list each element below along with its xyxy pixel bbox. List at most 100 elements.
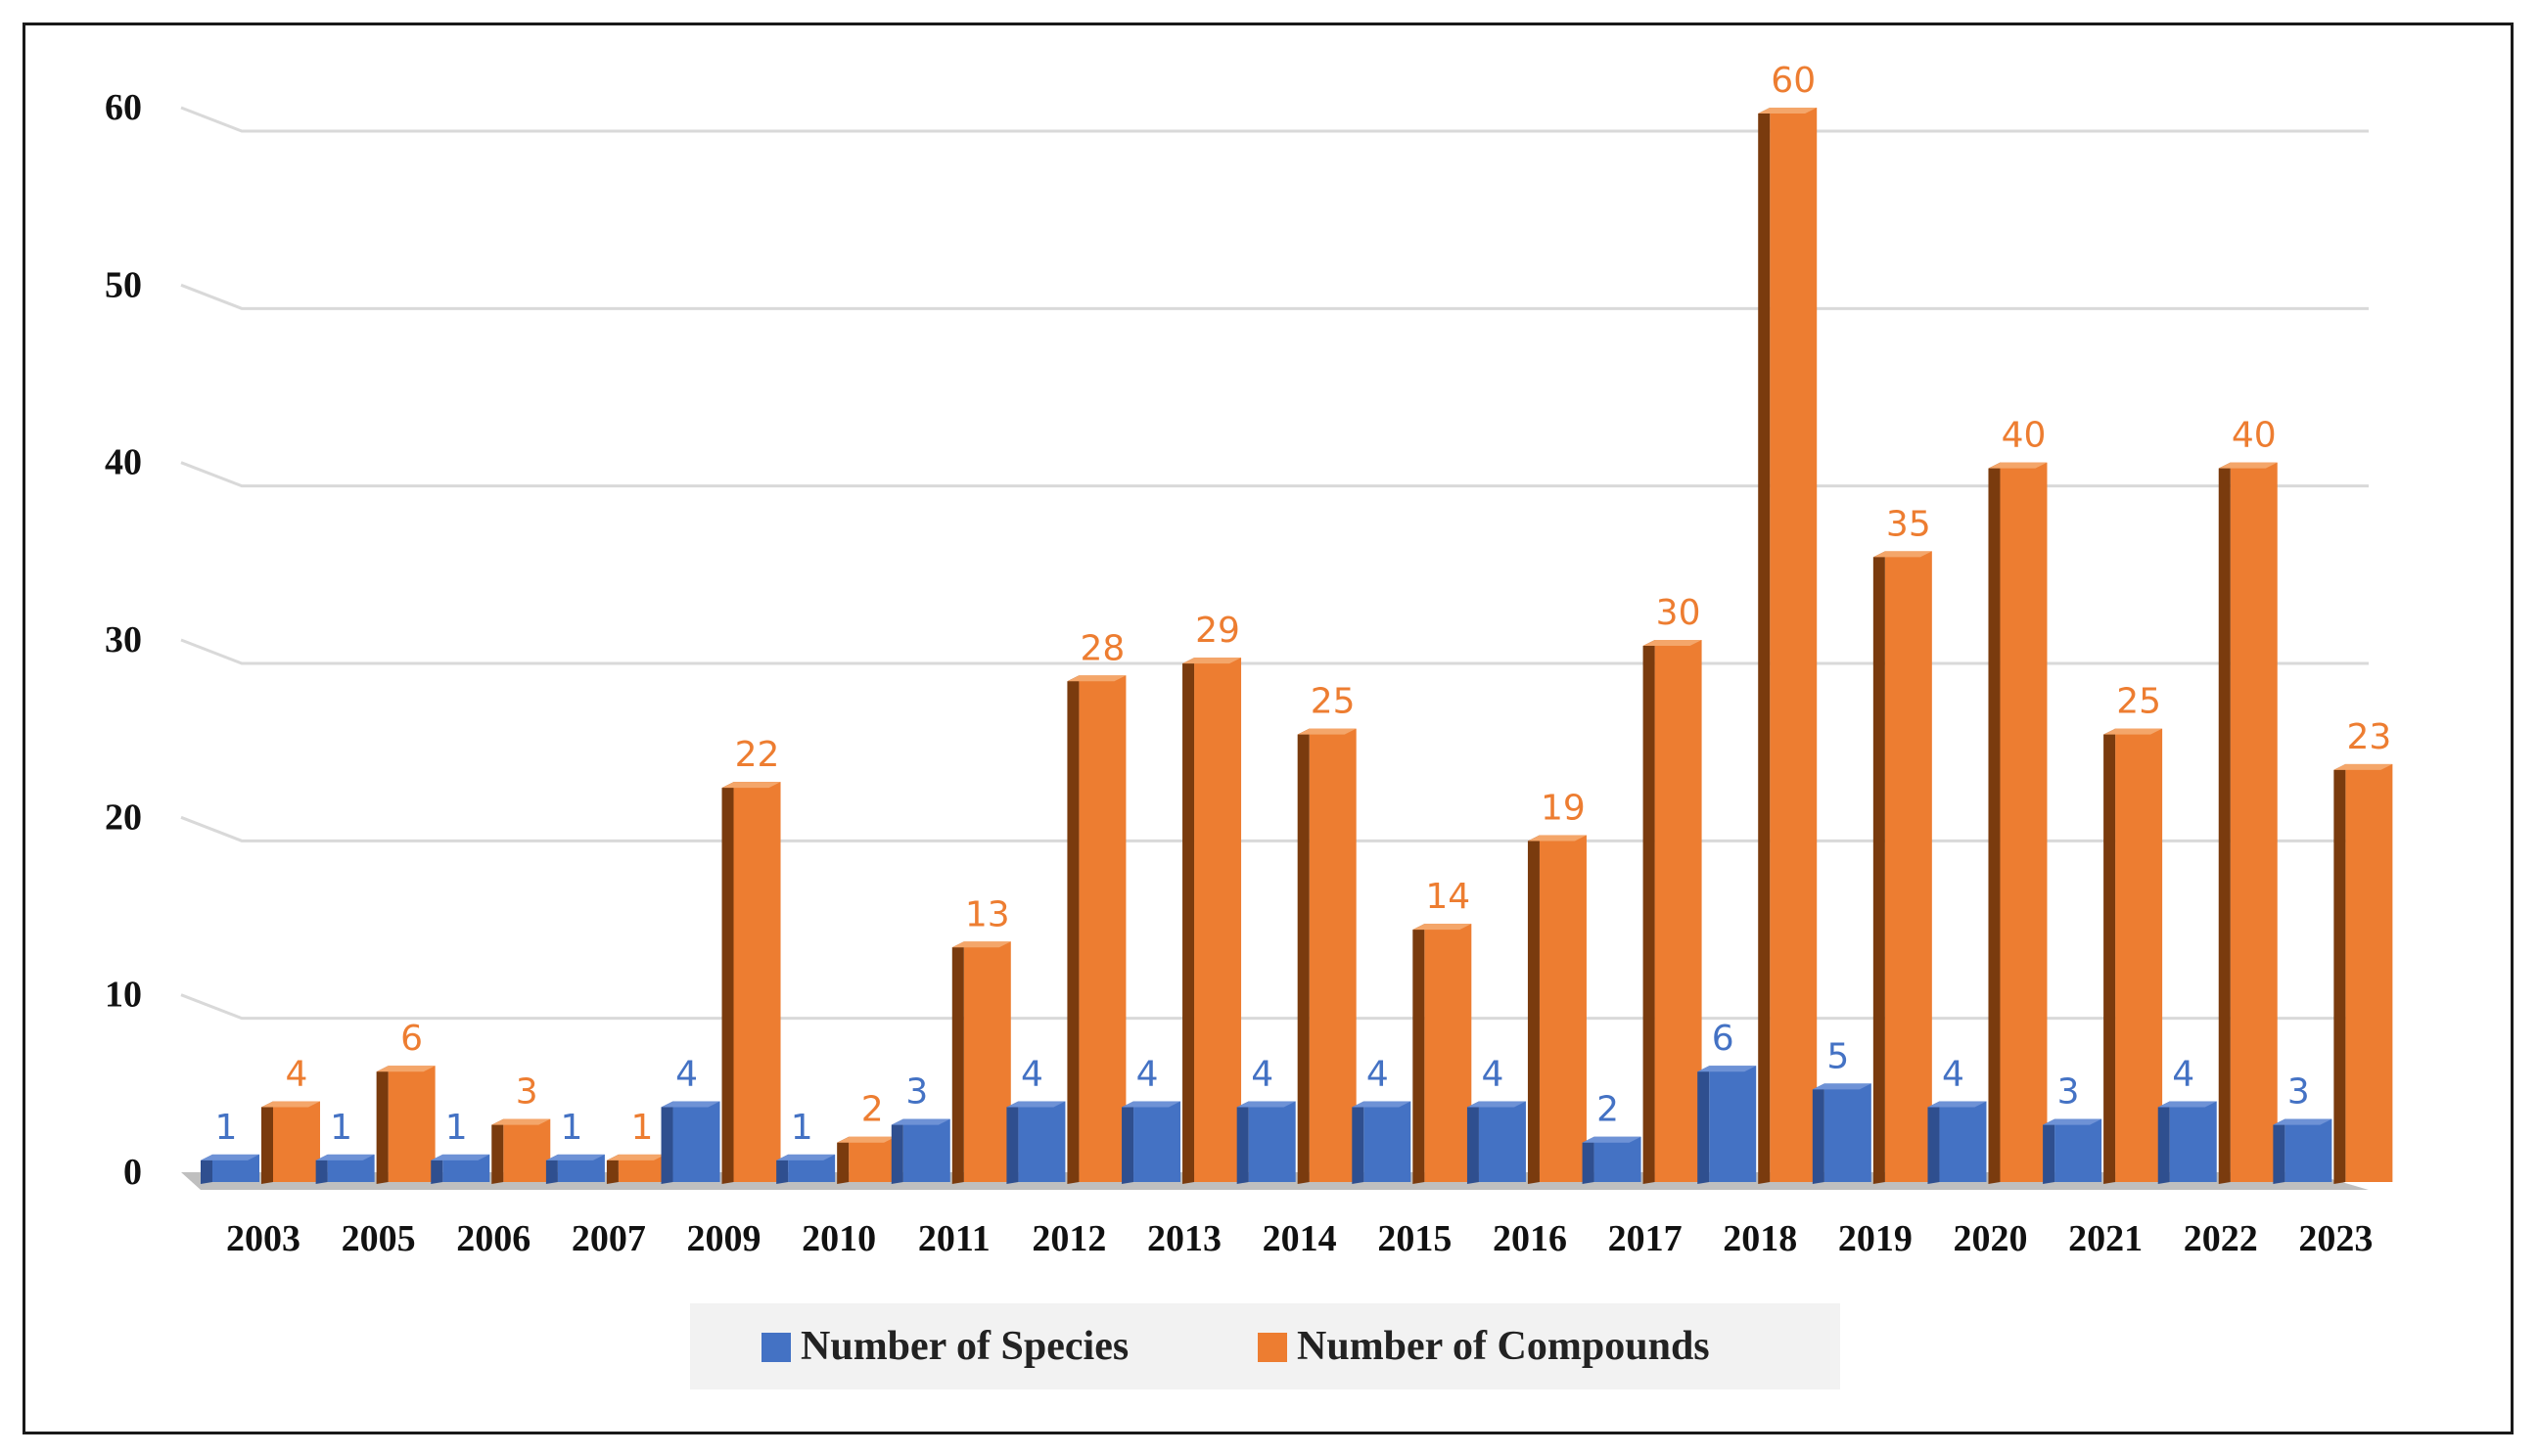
- species-bar: [1018, 1101, 1066, 1182]
- species-bar-side: [315, 1154, 328, 1184]
- compounds-data-label: 23: [2346, 717, 2391, 757]
- species-bar: [1363, 1101, 1411, 1182]
- species-bar-side: [2157, 1101, 2170, 1184]
- species-bar-side: [201, 1154, 212, 1184]
- legend-label-species: Number of Species: [801, 1324, 1129, 1369]
- species-bar-top: [2157, 1101, 2217, 1108]
- compounds-bar-top: [606, 1154, 666, 1160]
- species-bar: [1133, 1101, 1181, 1182]
- compounds-bar-top: [1872, 551, 1932, 558]
- species-bar-top: [1236, 1101, 1296, 1108]
- x-tick-label: 2022: [2184, 1218, 2258, 1259]
- compounds-bar-side: [1988, 462, 2001, 1185]
- compounds-bar-top: [376, 1066, 436, 1072]
- y-tick-label: 60: [105, 87, 142, 128]
- legend-swatch-species: [761, 1333, 791, 1362]
- compounds-bar: [1079, 675, 1127, 1182]
- x-tick-label: 2012: [1032, 1218, 1106, 1259]
- species-bar-side: [1582, 1136, 1594, 1184]
- compounds-bar-top: [1527, 835, 1587, 842]
- species-bar-side: [2043, 1118, 2055, 1184]
- compounds-bar-top: [1182, 658, 1242, 664]
- compounds-bar-side: [2218, 462, 2231, 1185]
- x-tick-label: 2020: [1953, 1218, 2027, 1259]
- compounds-bar: [2000, 462, 2048, 1183]
- x-tick-label: 2019: [1838, 1218, 1913, 1259]
- compounds-bar-top: [721, 782, 781, 789]
- species-bar-top: [545, 1154, 605, 1160]
- species-bar-top: [776, 1154, 836, 1160]
- y-tick-label: 50: [105, 264, 142, 305]
- x-tick-label: 2021: [2068, 1218, 2143, 1259]
- x-tick-label: 2003: [226, 1218, 300, 1259]
- compounds-bar-top: [491, 1118, 551, 1125]
- x-tick-label: 2005: [342, 1218, 416, 1259]
- compounds-bar: [1654, 640, 1702, 1182]
- legend-label-compounds: Number of Compounds: [1297, 1324, 1710, 1369]
- species-bar-side: [1352, 1101, 1364, 1184]
- species-bar-side: [1812, 1083, 1824, 1184]
- species-data-label: 1: [560, 1108, 582, 1148]
- species-bar-top: [1122, 1101, 1181, 1108]
- species-bar-top: [1006, 1101, 1066, 1108]
- compounds-data-label: 14: [1425, 877, 1470, 917]
- compounds-bar: [388, 1066, 436, 1182]
- compounds-bar-side: [1297, 728, 1310, 1184]
- species-data-label: 2: [1596, 1090, 1619, 1130]
- species-bar: [2054, 1118, 2102, 1182]
- species-bar: [672, 1101, 720, 1182]
- x-tick-label: 2009: [687, 1218, 761, 1259]
- species-bar-side: [2273, 1118, 2285, 1184]
- species-data-label: 4: [2172, 1054, 2194, 1094]
- compounds-bar-side: [2103, 728, 2116, 1184]
- species-data-label: 4: [1251, 1054, 1273, 1094]
- x-tick-label: 2007: [572, 1218, 646, 1259]
- x-tick-label: 2023: [2298, 1218, 2373, 1259]
- compounds-bar-top: [1297, 728, 1357, 735]
- compounds-bar: [1194, 658, 1242, 1182]
- compounds-bar-side: [1527, 835, 1540, 1184]
- x-tick-label: 2010: [802, 1218, 876, 1259]
- x-tick-label: 2006: [456, 1218, 531, 1259]
- compounds-bar-side: [1067, 675, 1080, 1184]
- species-data-label: 5: [1826, 1036, 1849, 1076]
- compounds-bar-top: [2103, 728, 2163, 735]
- species-bar-side: [1466, 1101, 1479, 1184]
- compounds-data-label: 28: [1081, 628, 1126, 668]
- compounds-data-label: 2: [861, 1090, 884, 1130]
- compounds-data-label: 19: [1541, 788, 1586, 828]
- compounds-data-label: 13: [965, 894, 1010, 934]
- species-data-label: 3: [2057, 1072, 2080, 1113]
- species-data-label: 3: [905, 1072, 928, 1113]
- compounds-bar-top: [2218, 462, 2278, 469]
- species-bar: [1823, 1083, 1871, 1182]
- species-data-label: 1: [215, 1108, 238, 1148]
- compounds-bar-top: [1412, 924, 1472, 931]
- species-data-label: 4: [1021, 1054, 1043, 1094]
- y-tick-label: 0: [123, 1152, 142, 1193]
- gridline: [180, 106, 2369, 133]
- gridline: [180, 283, 2369, 310]
- compounds-bar: [1539, 835, 1587, 1182]
- compounds-data-label: 3: [516, 1072, 538, 1113]
- compounds-data-label: 30: [1656, 593, 1701, 633]
- species-bar: [1478, 1101, 1526, 1182]
- species-bar-side: [1236, 1101, 1249, 1184]
- species-bar-side: [1122, 1101, 1134, 1184]
- compounds-data-label: 40: [2232, 416, 2277, 456]
- compounds-bar-side: [261, 1101, 273, 1184]
- compounds-bar-side: [2333, 763, 2346, 1184]
- compounds-bar-top: [951, 941, 1011, 948]
- species-bar-top: [201, 1154, 259, 1160]
- species-bar-top: [315, 1154, 375, 1160]
- compounds-data-label: 29: [1195, 611, 1240, 651]
- species-bar-side: [1006, 1101, 1019, 1184]
- compounds-bar-side: [1642, 640, 1655, 1184]
- gridline: [180, 461, 2369, 488]
- species-bar-top: [1697, 1066, 1757, 1072]
- species-bar-side: [891, 1118, 903, 1184]
- compounds-bar-side: [1412, 924, 1425, 1184]
- species-bar-side: [776, 1154, 789, 1184]
- x-tick-label: 2015: [1377, 1218, 1452, 1259]
